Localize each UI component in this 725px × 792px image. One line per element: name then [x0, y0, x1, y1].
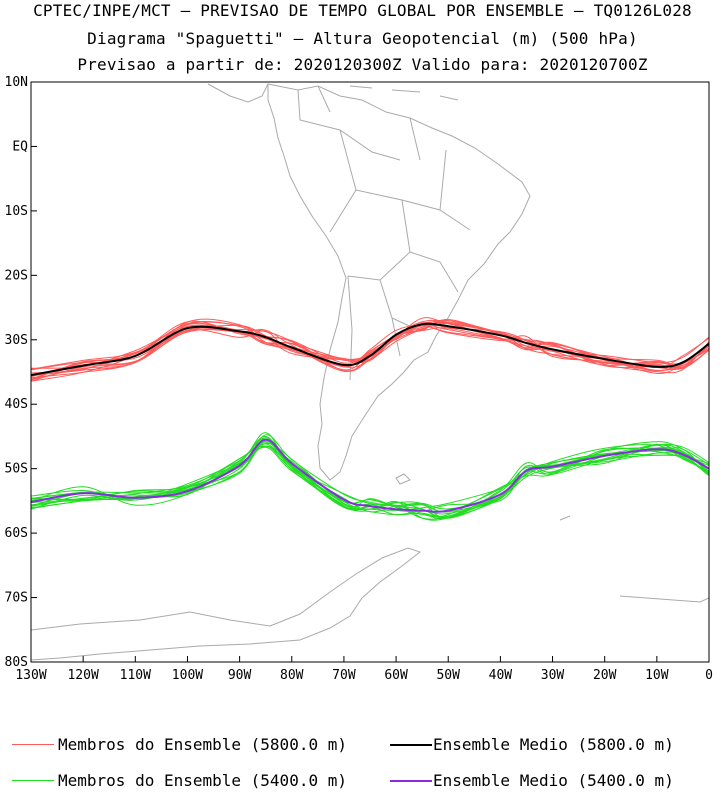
plot-frame: [30, 81, 710, 663]
x-tick-label: 80W: [280, 668, 304, 683]
y-tick-label: EQ: [12, 139, 28, 154]
legend-swatch-members-5400: [12, 780, 54, 781]
y-tick-label: 60S: [5, 526, 28, 541]
y-tick-label: 80S: [5, 655, 28, 670]
ensemble-member-5800-line: [31, 325, 709, 380]
ensemble-member-5800-line: [31, 323, 709, 379]
x-tick-label: 50W: [436, 668, 460, 683]
ensemble-member-5400-line: [31, 438, 709, 518]
x-tick-label: 110W: [120, 668, 151, 683]
x-tick-label: 90W: [228, 668, 252, 683]
ensemble-member-5800-line: [31, 321, 709, 376]
ensemble-mean-5800-line: [31, 322, 709, 377]
legend-swatch-members-5800: [12, 744, 54, 745]
x-tick-label: 30W: [541, 668, 565, 683]
x-tick-label: 0: [705, 668, 713, 683]
contour-lines: [31, 317, 709, 521]
legend-swatch-mean-5400: [390, 780, 432, 782]
x-tick-label: 100W: [172, 668, 203, 683]
title-line-1: CPTEC/INPE/MCT – PREVISAO DE TEMPO GLOBA…: [33, 1, 692, 20]
caribbean-islands: [349, 85, 459, 101]
legend-swatch-mean-5800: [390, 744, 432, 746]
falkland-islands: [395, 473, 411, 485]
ensemble-mean-5400-line: [31, 438, 709, 513]
x-tick-label: 120W: [67, 668, 98, 683]
ensemble-member-5800-line: [31, 320, 709, 377]
ensemble-member-5400-line: [31, 446, 709, 521]
axes: 130W 120W 110W 100W 90W 80W 70W 60W 50W 40W 30W 20W…: [5, 75, 713, 683]
y-tick-label: 10N: [5, 75, 28, 90]
x-tick-label: 70W: [332, 668, 356, 683]
y-tick-label: 20S: [5, 268, 28, 283]
legend-label-mean-5800: Ensemble Medio (5800.0 m): [433, 735, 674, 754]
central-america-coastline: [207, 83, 269, 103]
south-georgia-islands: [559, 515, 709, 603]
x-tick-label: 60W: [384, 668, 408, 683]
country-borders: [297, 85, 471, 381]
x-tick-label: 40W: [489, 668, 513, 683]
title-line-3: Previsao a partir de: 2020120300Z Valido…: [77, 55, 648, 74]
antarctic-peninsula-coastline: [31, 547, 422, 661]
legend-label-mean-5400: Ensemble Medio (5400.0 m): [433, 771, 674, 790]
legend-label-members-5400: Membros do Ensemble (5400.0 m): [58, 771, 347, 790]
x-tick-label: 10W: [645, 668, 669, 683]
ensemble-member-5400-line: [31, 441, 709, 519]
ensemble-member-5800-line: [31, 318, 709, 376]
south-america-coastline: [267, 83, 531, 481]
y-tick-label: 50S: [5, 462, 28, 477]
y-tick-label: 10S: [5, 204, 28, 219]
legend-label-members-5800: Membros do Ensemble (5800.0 m): [58, 735, 347, 754]
title-line-2: Diagrama "Spaguetti" – Altura Geopotenci…: [87, 29, 638, 48]
x-tick-label: 20W: [593, 668, 617, 683]
ensemble-member-5800-line: [31, 318, 709, 377]
x-tick-label: 130W: [15, 668, 46, 683]
y-tick-label: 70S: [5, 591, 28, 606]
ensemble-member-5400-line: [31, 440, 709, 520]
y-tick-label: 30S: [5, 333, 28, 348]
y-tick-label: 40S: [5, 397, 28, 412]
coastline-map: [31, 83, 709, 661]
